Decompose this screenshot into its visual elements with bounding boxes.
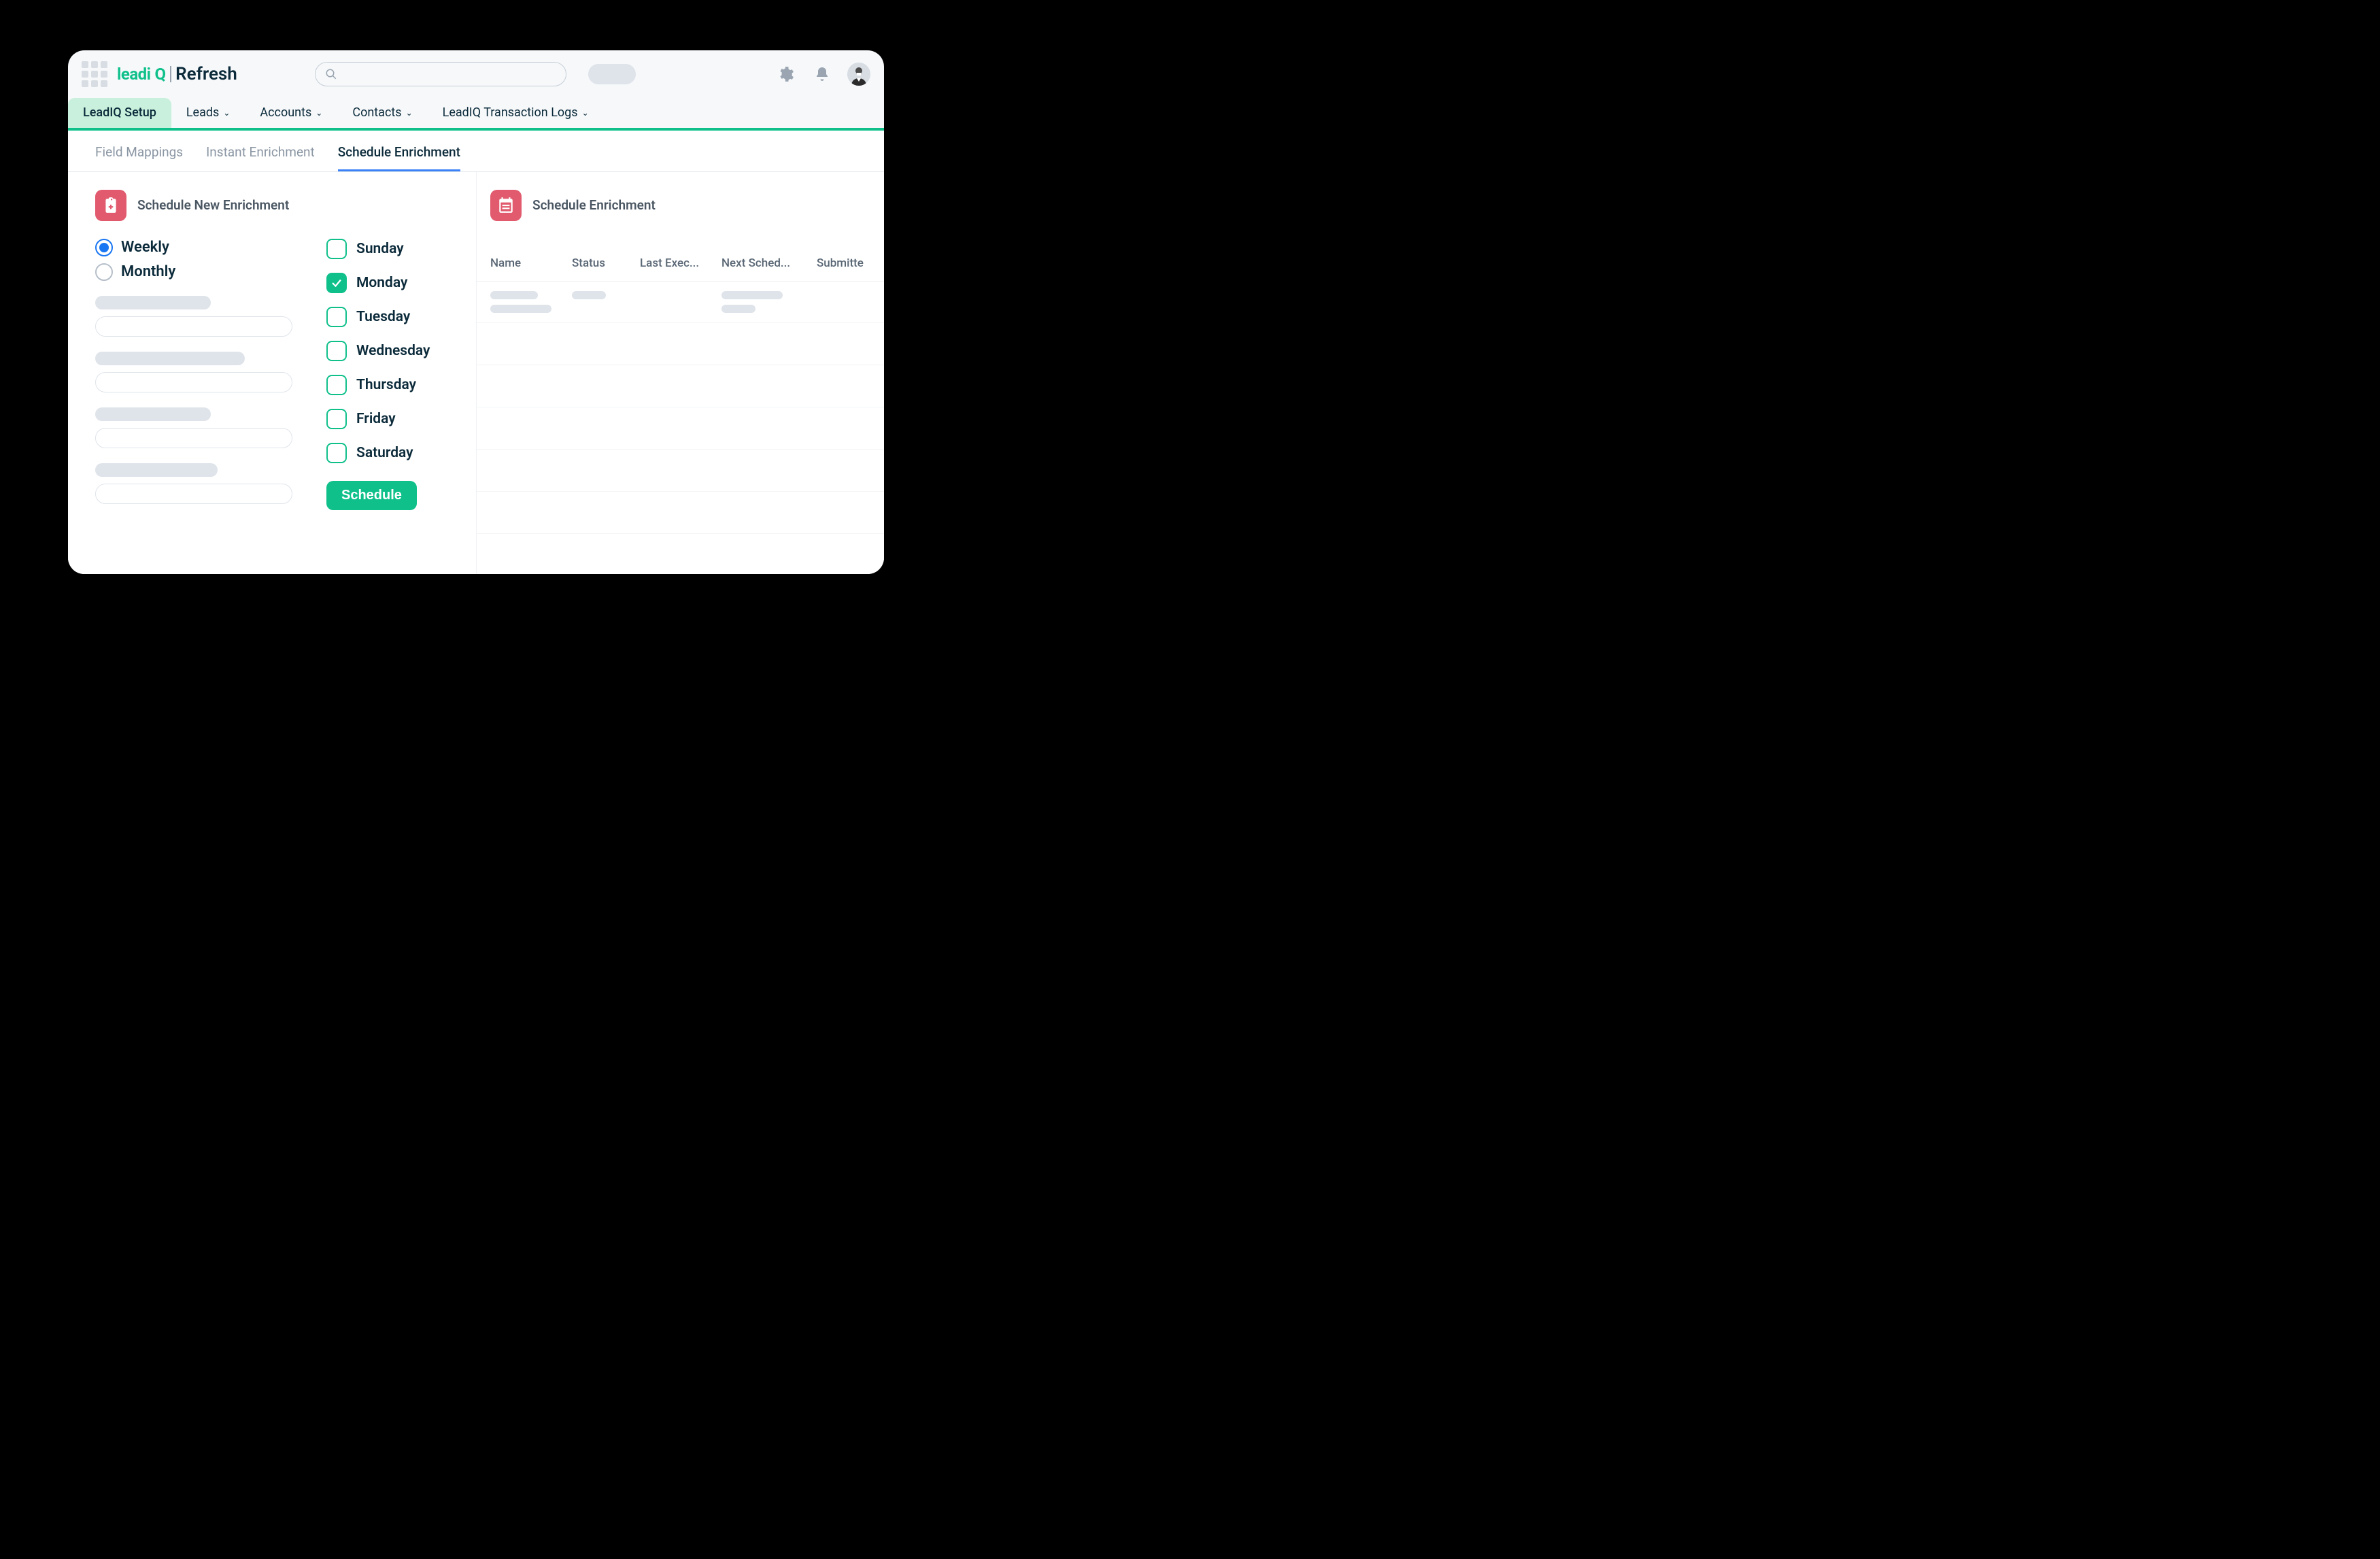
nav-leadiq-setup[interactable]: LeadIQ Setup	[68, 98, 171, 128]
form-row: Weekly Monthly	[95, 239, 462, 510]
day-wednesday[interactable]: Wednesday	[326, 341, 430, 361]
table-row[interactable]	[477, 282, 884, 323]
tab-field-mappings[interactable]: Field Mappings	[95, 144, 183, 171]
panels: Schedule New Enrichment Weekly Monthly	[68, 172, 884, 574]
day-monday[interactable]: Monday	[326, 273, 430, 293]
chevron-down-icon: ⌄	[406, 108, 413, 118]
schedule-new-panel: Schedule New Enrichment Weekly Monthly	[68, 172, 476, 574]
subtabs: Field Mappings Instant Enrichment Schedu…	[68, 131, 884, 172]
day-saturday[interactable]: Saturday	[326, 443, 430, 463]
th-last[interactable]: Last Exec...	[640, 256, 721, 270]
checkbox-icon	[326, 409, 347, 429]
day-friday[interactable]: Friday	[326, 409, 430, 429]
nav-contacts[interactable]: Contacts ⌄	[337, 98, 427, 128]
nav-label: LeadIQ Setup	[83, 105, 156, 120]
frequency-radios: Weekly Monthly	[95, 239, 299, 510]
day-label: Thursday	[356, 377, 416, 393]
table-row	[477, 365, 884, 407]
nav-label: Leads	[186, 105, 219, 120]
day-label: Friday	[356, 411, 396, 427]
section-title: Schedule Enrichment	[532, 197, 656, 213]
radio-weekly[interactable]: Weekly	[95, 239, 299, 256]
day-label: Sunday	[356, 241, 404, 257]
header-pill-placeholder	[588, 64, 636, 84]
checkbox-icon	[326, 273, 347, 293]
chevron-down-icon: ⌄	[582, 108, 589, 118]
table-header: Name Status Last Exec... Next Sched... S…	[477, 239, 884, 282]
user-avatar[interactable]	[847, 63, 870, 86]
th-next[interactable]: Next Sched...	[721, 256, 817, 270]
gear-icon	[777, 65, 794, 83]
checkbox-icon	[326, 375, 347, 395]
radio-label: Monthly	[121, 263, 175, 280]
radio-label: Weekly	[121, 239, 169, 256]
form-field-placeholder	[95, 463, 299, 504]
checkbox-icon	[326, 307, 347, 327]
schedule-table: Name Status Last Exec... Next Sched... S…	[477, 239, 884, 534]
search-wrap	[315, 62, 566, 86]
nav-label: LeadIQ Transaction Logs	[443, 105, 578, 120]
nav-leads[interactable]: Leads ⌄	[171, 98, 245, 128]
table-row	[477, 492, 884, 534]
main-nav: LeadIQ Setup Leads ⌄ Accounts ⌄ Contacts…	[68, 98, 884, 131]
search-icon	[325, 68, 337, 80]
days-checkboxes: Sunday Monday Tuesday Wednesday	[326, 239, 430, 510]
schedule-button[interactable]: Schedule	[326, 481, 417, 510]
th-status[interactable]: Status	[572, 256, 640, 270]
checkbox-icon	[326, 443, 347, 463]
radio-monthly[interactable]: Monthly	[95, 263, 299, 281]
section-title: Schedule New Enrichment	[137, 197, 289, 213]
th-submitted[interactable]: Submitte	[817, 256, 870, 270]
chevron-down-icon: ⌄	[223, 108, 230, 118]
schedule-list-panel: Schedule Enrichment Name Status Last Exe…	[476, 172, 884, 574]
day-label: Saturday	[356, 445, 413, 461]
product-name: Refresh	[175, 64, 237, 84]
topbar: leadiQ Refresh	[68, 50, 884, 98]
bell-icon	[814, 66, 830, 82]
day-tuesday[interactable]: Tuesday	[326, 307, 430, 327]
day-thursday[interactable]: Thursday	[326, 375, 430, 395]
table-row	[477, 323, 884, 365]
tab-instant-enrichment[interactable]: Instant Enrichment	[206, 144, 315, 171]
clipboard-plus-icon	[95, 190, 126, 221]
form-field-placeholder	[95, 296, 299, 337]
tab-schedule-enrichment[interactable]: Schedule Enrichment	[338, 144, 460, 171]
app-launcher-icon[interactable]	[82, 61, 107, 87]
nav-accounts[interactable]: Accounts ⌄	[245, 98, 337, 128]
form-field-placeholder	[95, 352, 299, 392]
notifications-button[interactable]	[813, 65, 831, 83]
day-label: Monday	[356, 275, 407, 291]
app-window: leadiQ Refresh	[68, 50, 884, 574]
settings-button[interactable]	[777, 65, 794, 83]
day-label: Wednesday	[356, 343, 430, 359]
table-row	[477, 407, 884, 450]
logo-text-leadi: leadi	[117, 65, 151, 84]
section-head-list: Schedule Enrichment	[477, 190, 884, 221]
content: Field Mappings Instant Enrichment Schedu…	[68, 131, 884, 574]
checkbox-icon	[326, 341, 347, 361]
logo-divider	[170, 66, 171, 82]
chevron-down-icon: ⌄	[316, 108, 322, 118]
nav-transaction-logs[interactable]: LeadIQ Transaction Logs ⌄	[428, 98, 604, 128]
day-label: Tuesday	[356, 309, 410, 325]
checkbox-icon	[326, 239, 347, 259]
nav-label: Contacts	[352, 105, 401, 120]
th-name[interactable]: Name	[490, 256, 572, 270]
avatar-icon	[847, 63, 870, 86]
logo: leadiQ Refresh	[117, 64, 237, 84]
nav-label: Accounts	[260, 105, 311, 120]
day-sunday[interactable]: Sunday	[326, 239, 430, 259]
logo-text-q: Q	[155, 65, 167, 84]
table-row	[477, 450, 884, 492]
search-input[interactable]	[315, 62, 566, 86]
calendar-list-icon	[490, 190, 522, 221]
form-field-placeholder	[95, 407, 299, 448]
section-head-new: Schedule New Enrichment	[95, 190, 462, 221]
